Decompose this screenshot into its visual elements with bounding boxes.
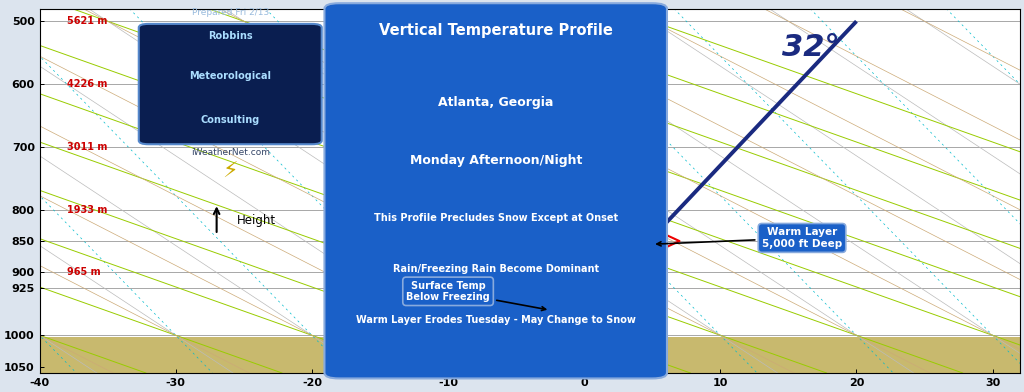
Text: 32°: 32° <box>781 33 840 62</box>
Text: Atlanta, Georgia: Atlanta, Georgia <box>438 96 553 109</box>
Text: Prepared Fri 2/13: Prepared Fri 2/13 <box>191 7 269 16</box>
Bar <box>40 337 1020 376</box>
FancyBboxPatch shape <box>325 3 667 378</box>
Text: Robbins: Robbins <box>208 31 253 41</box>
Text: Vertical Temperature Profile: Vertical Temperature Profile <box>379 23 612 38</box>
Text: Height: Height <box>237 214 276 227</box>
Text: Surface Temp
Below Freezing: Surface Temp Below Freezing <box>407 281 546 310</box>
Text: Consulting: Consulting <box>201 115 260 125</box>
Text: 965 m: 965 m <box>67 267 100 278</box>
Text: Meteorological: Meteorological <box>189 71 271 81</box>
Text: This Profile Precludes Snow Except at Onset: This Profile Precludes Snow Except at On… <box>374 213 617 223</box>
Text: 4226 m: 4226 m <box>67 79 108 89</box>
Text: 3011 m: 3011 m <box>67 142 108 152</box>
Text: Warm Layer Erodes Tuesday - May Change to Snow: Warm Layer Erodes Tuesday - May Change t… <box>355 315 636 325</box>
FancyBboxPatch shape <box>139 24 322 144</box>
Text: iWeatherNet.com: iWeatherNet.com <box>190 148 269 157</box>
Text: 1933 m: 1933 m <box>67 205 108 215</box>
Text: Monday Afternoon/Night: Monday Afternoon/Night <box>410 154 582 167</box>
Text: ⚡: ⚡ <box>222 162 238 182</box>
Text: Rain/Freezing Rain Become Dominant: Rain/Freezing Rain Become Dominant <box>392 264 599 274</box>
Text: Warm Layer
5,000 ft Deep: Warm Layer 5,000 ft Deep <box>657 227 842 249</box>
Text: 5621 m: 5621 m <box>67 16 108 26</box>
